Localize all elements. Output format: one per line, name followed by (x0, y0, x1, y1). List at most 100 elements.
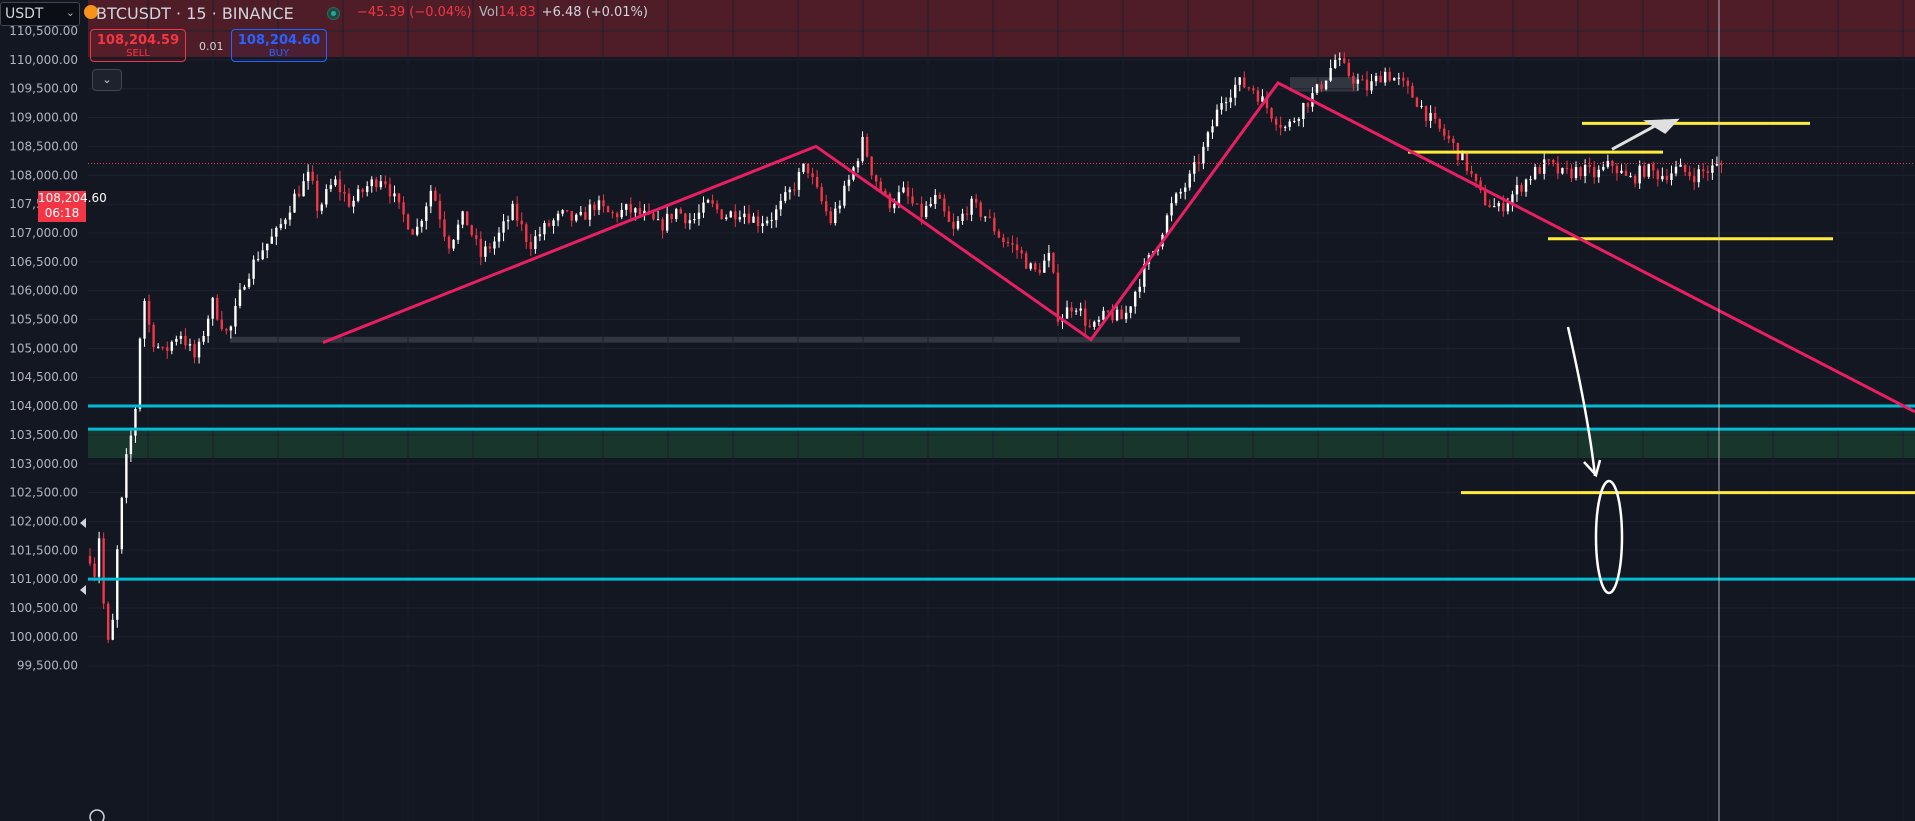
candle-body (1043, 260, 1046, 273)
candle-body (756, 216, 760, 227)
collapse-panel-button[interactable]: ⌄ (92, 69, 122, 91)
candle-body (1452, 138, 1455, 144)
candle-body (1015, 244, 1019, 251)
candle-body (465, 211, 469, 226)
candle-body (102, 538, 105, 604)
candle-body (429, 190, 433, 207)
hand-drawn-circle (1594, 479, 1624, 595)
candle-body (525, 224, 528, 242)
candle-body (520, 220, 523, 225)
candle-body (397, 193, 401, 203)
candle-body (270, 236, 273, 244)
price-axis-tick: 101,500.00 (9, 543, 78, 557)
candle-body (725, 217, 728, 220)
candle-body (634, 208, 637, 213)
candle-body (688, 220, 692, 224)
candle-body (1102, 310, 1105, 320)
candle-body (1361, 79, 1364, 81)
candle-body (1433, 112, 1437, 119)
candle-body (1329, 67, 1332, 81)
candle-body (1702, 169, 1705, 172)
candle-body (1184, 187, 1187, 192)
candle-body (1688, 171, 1691, 177)
price-axis-tick: 99,500.00 (17, 659, 78, 673)
spread-value: 0.01 (199, 40, 224, 53)
candle-body (1720, 163, 1723, 165)
candle-body (1288, 121, 1291, 127)
candle-body (902, 187, 905, 193)
candle-body (1306, 103, 1310, 107)
candle-body (1256, 90, 1260, 102)
candle-body (93, 563, 96, 577)
zigzag-pattern-line[interactable] (322, 81, 1915, 414)
candle-body (111, 619, 114, 640)
market-status-icon[interactable] (327, 7, 340, 20)
candle-body (543, 223, 546, 235)
candle-body (775, 209, 778, 221)
candle-body (175, 338, 178, 342)
price-axis-tick: 106,000.00 (9, 284, 78, 298)
candle-body (502, 221, 505, 233)
candle-body (625, 204, 628, 210)
symbol-title[interactable]: BTCUSDT · 15 · BINANCE (96, 4, 294, 23)
candle-body (1465, 152, 1469, 172)
candle-body (656, 219, 660, 221)
candle-body (1338, 58, 1341, 60)
symbol-select[interactable]: USDT ⌄ (0, 2, 80, 26)
price-axis-tick: 100,000.00 (9, 630, 78, 644)
candle-body (202, 335, 205, 342)
candle-body (1047, 252, 1051, 261)
price-axis-tick: 109,500.00 (9, 82, 78, 96)
price-axis-tick: 104,000.00 (9, 399, 78, 413)
candle-body (1520, 185, 1523, 192)
candle-body (143, 300, 146, 339)
sell-price: 108,204.59 (96, 33, 180, 48)
candle-body (988, 216, 991, 218)
candle-body (565, 210, 569, 212)
candle-body (370, 179, 373, 187)
price-axis-tick: 108,000.00 (9, 168, 78, 182)
candle-body (388, 184, 392, 197)
candle-body (1106, 310, 1110, 312)
candle-body (329, 185, 333, 190)
candle-body (1511, 194, 1514, 204)
candle-body (1179, 191, 1182, 194)
add-alert-icon[interactable] (89, 809, 105, 821)
candle-body (1084, 308, 1087, 326)
candle-body (1229, 97, 1232, 103)
candle-body (825, 201, 828, 212)
candle-body (811, 173, 814, 177)
candle-body (1120, 309, 1123, 320)
candle-body (1038, 269, 1041, 273)
buy-button[interactable]: 108,204.60 BUY (231, 29, 327, 62)
price-axis-marker (80, 585, 86, 595)
candle-body (1674, 166, 1678, 174)
candle-body (356, 189, 360, 201)
candle-body (229, 326, 233, 331)
sell-button[interactable]: 108,204.59 SELL (90, 29, 186, 62)
candle-body (538, 234, 542, 237)
candle-body (1274, 118, 1278, 125)
candle-body (1097, 319, 1101, 322)
price-axis-tick: 102,500.00 (9, 486, 78, 500)
candle-body (402, 202, 405, 215)
candle-body (384, 181, 387, 185)
candle-body (393, 193, 396, 197)
candle-body (1493, 206, 1496, 208)
candle-body (1479, 180, 1482, 191)
candle-body (406, 214, 410, 230)
symbol-select-value: USDT (5, 6, 44, 22)
candle-body (1070, 307, 1073, 312)
candle-body (1629, 175, 1632, 177)
candle-body (1411, 85, 1414, 98)
price-axis-tick: 105,000.00 (9, 341, 78, 355)
candle-body (1711, 165, 1714, 173)
candle-body (1024, 253, 1028, 269)
candle-body (1124, 312, 1128, 320)
candle-body (1715, 163, 1719, 166)
candle-body (1670, 173, 1673, 180)
candle-body (1633, 175, 1637, 184)
candle-body (856, 161, 860, 168)
candle-body (861, 136, 864, 162)
